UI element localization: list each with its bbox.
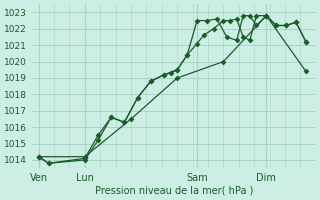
X-axis label: Pression niveau de la mer( hPa ): Pression niveau de la mer( hPa ) [95, 186, 253, 196]
